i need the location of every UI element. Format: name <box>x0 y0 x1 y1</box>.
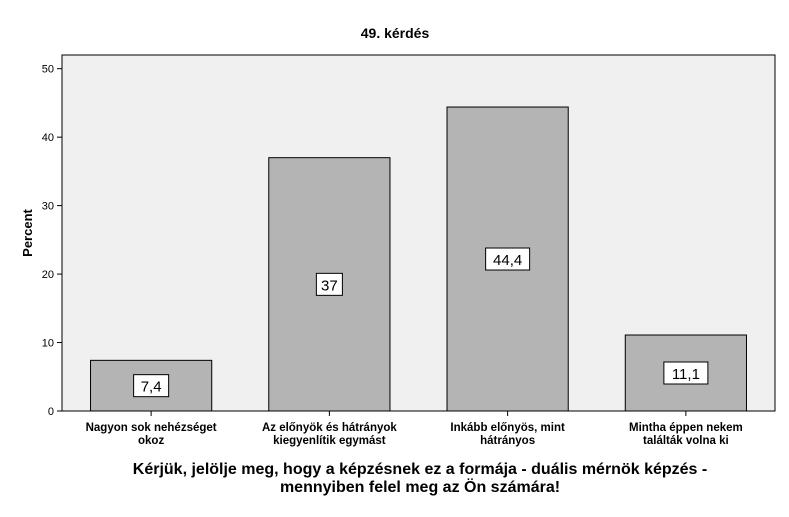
y-tick-label: 40 <box>42 132 54 144</box>
y-tick-label: 50 <box>42 64 54 76</box>
y-axis: 0 10 20 30 40 50 <box>42 64 62 418</box>
y-tick-label: 30 <box>42 201 54 213</box>
x-axis-label-line: Kérjük, jelölje meg, hogy a képzésnek ez… <box>133 461 707 478</box>
data-label-text: 44,4 <box>493 252 522 269</box>
data-label-box <box>315 272 343 296</box>
y-tick-label: 20 <box>42 269 54 281</box>
x-tick-label: Inkább előnyös, mint <box>450 422 565 434</box>
x-axis-label: Kérjük, jelölje meg, hogy a képzésnek ez… <box>133 461 707 496</box>
data-label-box <box>663 361 709 385</box>
data-label-box <box>133 374 170 398</box>
x-axis-label-line: mennyiben felel meg az Ön számára! <box>280 477 560 496</box>
data-label: 7,4 <box>133 374 170 398</box>
x-tick-label: Az előnyök és hátrányok <box>262 422 397 434</box>
data-label: 37 <box>315 272 343 296</box>
data-label: 44,4 <box>485 247 531 271</box>
x-tick-label: Nagyon sok nehézséget <box>86 422 217 434</box>
x-tick-label: találták volna ki <box>643 435 729 447</box>
data-label-text: 11,1 <box>672 366 700 383</box>
y-axis-label: Percent <box>20 208 35 256</box>
bars: 7,4 37 44,4 11,1 <box>90 106 747 412</box>
y-tick-label: 10 <box>42 338 54 350</box>
x-tick-label: Mintha éppen nekem <box>629 422 743 434</box>
chart-title: 49. kérdés <box>361 25 430 41</box>
x-tick-label: kiegyenlítik egymást <box>273 435 386 447</box>
data-label: 11,1 <box>663 361 709 385</box>
data-label-text: 7,4 <box>141 379 162 396</box>
data-label-text: 37 <box>321 277 338 294</box>
x-tick-label: okoz <box>138 435 164 447</box>
x-tick-label: hátrányos <box>480 435 535 447</box>
data-label-box <box>485 247 531 271</box>
y-tick-label: 0 <box>48 406 54 418</box>
